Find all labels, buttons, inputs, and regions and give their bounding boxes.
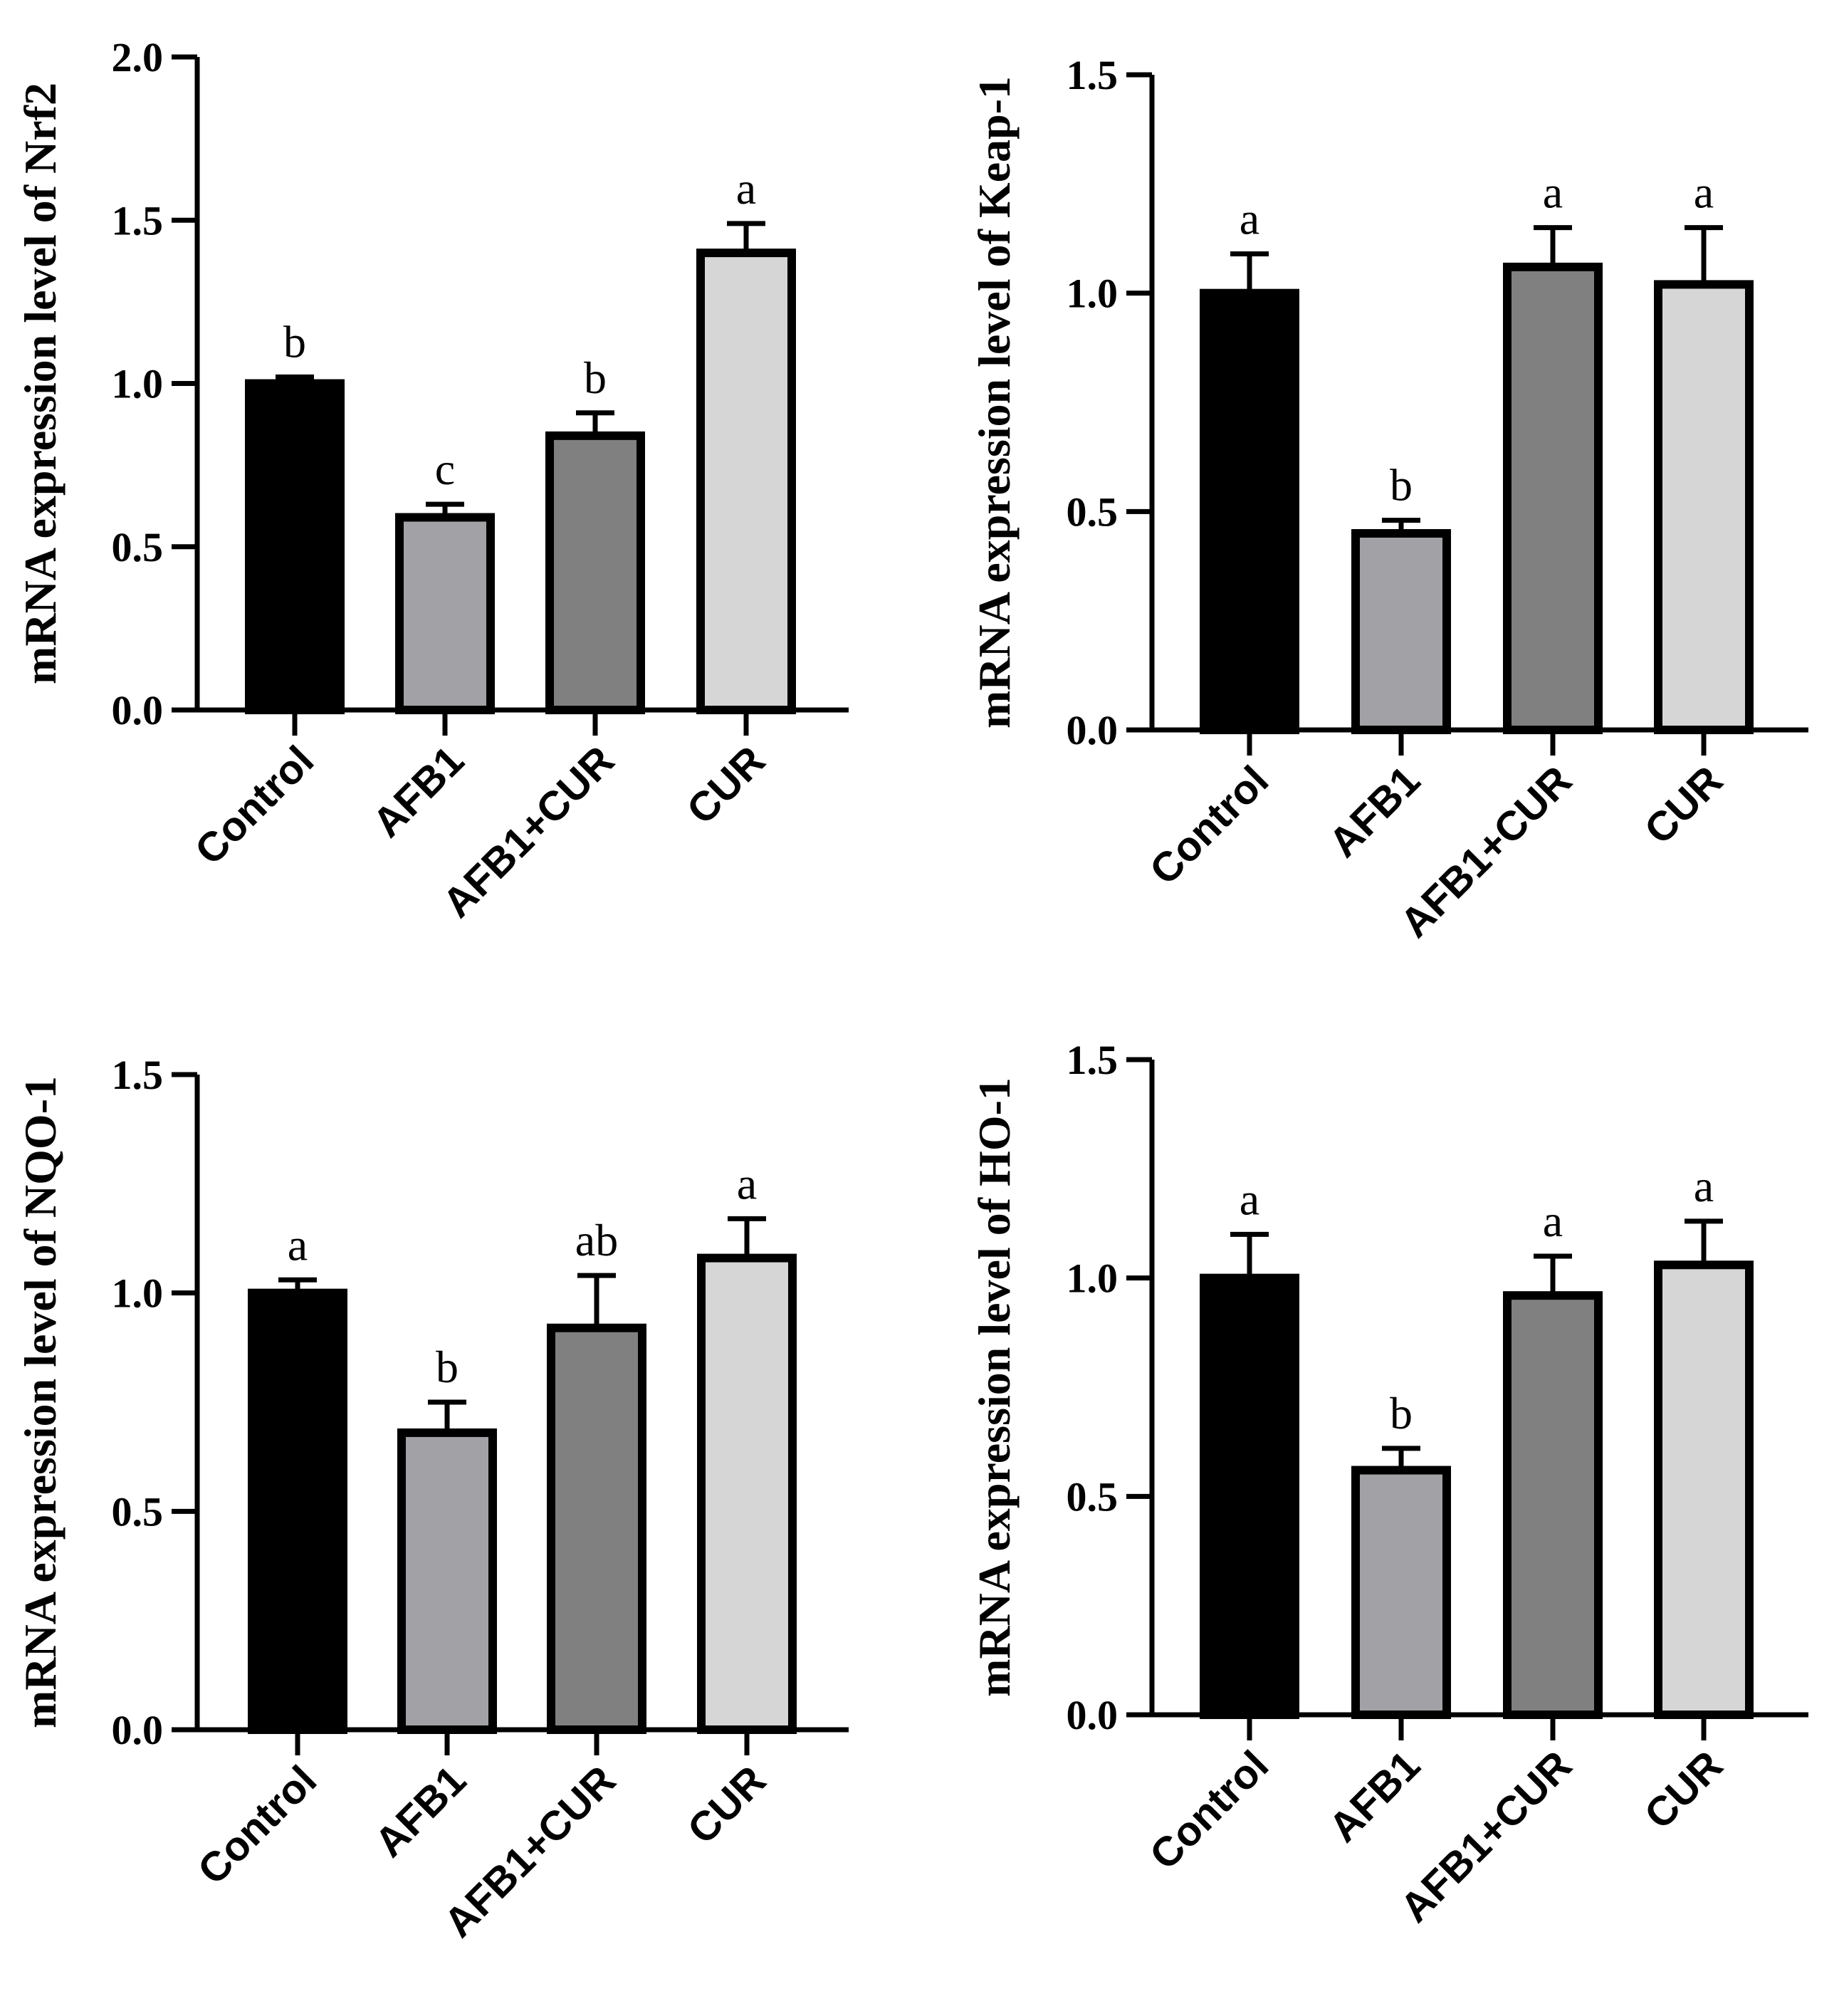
significance-letter: a (737, 1158, 757, 1208)
significance-letter: a (736, 163, 756, 214)
significance-letter: a (1543, 1196, 1563, 1246)
y-tick-label: 2.0 (112, 34, 164, 80)
bar-control (245, 379, 345, 714)
y-tick-label: 1.5 (1067, 1037, 1119, 1083)
significance-letter: c (435, 444, 455, 494)
y-tick-label: 0.0 (112, 1707, 164, 1753)
bar-afb1-cur (545, 431, 645, 714)
significance-letter: a (288, 1219, 308, 1270)
bar-cur (1654, 1260, 1754, 1720)
x-tick-label: Control (186, 737, 323, 874)
significance-letter: a (1543, 167, 1563, 218)
bar-afb1 (395, 513, 495, 714)
x-tick-label: AFB1 (366, 1757, 475, 1866)
significance-letter: b (283, 316, 306, 367)
x-tick-label: AFB1 (1320, 1742, 1429, 1851)
x-tick-label: Control (1141, 757, 1277, 894)
significance-letter: ab (575, 1215, 618, 1265)
bar-afb1-cur (1503, 1291, 1603, 1719)
bar-afb1 (1351, 529, 1451, 734)
bar-cur (1654, 280, 1754, 734)
y-tick-label: 1.5 (112, 197, 164, 244)
x-tick-label: AFB1 (1320, 757, 1429, 866)
y-tick-label: 1.0 (1067, 271, 1119, 317)
y-tick-label: 1.0 (112, 1270, 164, 1317)
significance-letter: a (1694, 167, 1714, 218)
significance-letter: a (1240, 1174, 1259, 1224)
y-tick-label: 1.5 (112, 1052, 164, 1098)
y-tick-label: 0.5 (1067, 489, 1119, 535)
significance-letter: b (1390, 460, 1413, 511)
x-tick-label: CUR (1635, 757, 1732, 853)
significance-letter: a (1240, 193, 1259, 244)
bar-cur (697, 1253, 797, 1734)
y-tick-label: 0.5 (112, 1488, 164, 1535)
y-tick-label: 1.0 (1067, 1255, 1119, 1302)
y-tick-label: 0.0 (1067, 707, 1119, 753)
significance-letter: b (436, 1342, 459, 1392)
x-tick-label: Control (189, 1757, 325, 1894)
x-tick-label: CUR (678, 737, 774, 833)
significance-letter: a (1694, 1161, 1714, 1211)
y-axis-label: mRNA expression level of Keap-1 (969, 76, 1020, 728)
y-tick-label: 1.5 (1067, 52, 1119, 98)
significance-letter: b (1390, 1388, 1413, 1438)
bar-afb1 (1351, 1466, 1451, 1720)
bar-control (248, 1288, 347, 1734)
x-tick-label: CUR (679, 1757, 775, 1853)
y-axis-label: mRNA expression level of HO-1 (969, 1077, 1020, 1697)
y-axis-label: mRNA expression level of Nrf2 (15, 83, 66, 684)
y-axis-label: mRNA expression level of NQO-1 (15, 1076, 66, 1728)
y-tick-label: 0.5 (1067, 1473, 1119, 1520)
bar-afb1 (397, 1428, 497, 1735)
x-tick-label: Control (1141, 1742, 1277, 1879)
bar-control (1200, 1273, 1299, 1719)
x-tick-label: CUR (1635, 1742, 1732, 1838)
significance-letter: b (584, 352, 607, 403)
y-tick-label: 0.5 (112, 524, 164, 570)
y-tick-label: 0.0 (112, 687, 164, 733)
x-tick-label: AFB1 (364, 737, 473, 846)
y-tick-label: 1.0 (112, 361, 164, 407)
bar-afb1-cur (547, 1323, 646, 1734)
bar-control (1200, 288, 1299, 734)
bar-afb1-cur (1503, 262, 1603, 735)
y-tick-label: 0.0 (1067, 1692, 1119, 1738)
bar-cur (696, 249, 796, 715)
